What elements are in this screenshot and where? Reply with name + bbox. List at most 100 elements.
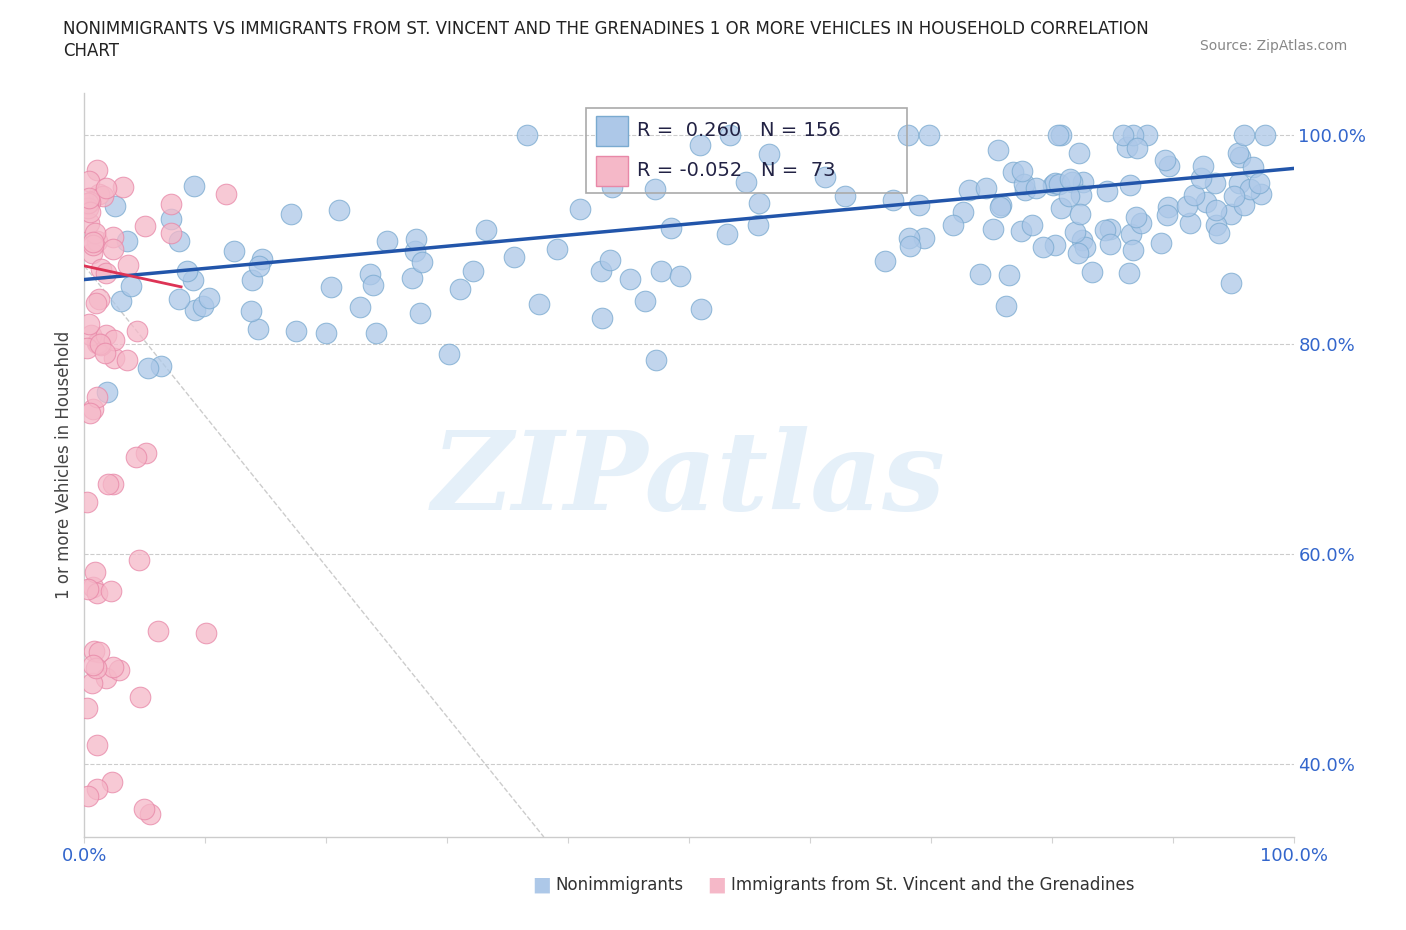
Point [404, 244, 426, 259]
Point [125, 449, 148, 464]
Point [1098, 221, 1121, 236]
Point [108, 663, 131, 678]
Point [873, 254, 896, 269]
Point [89, 644, 111, 659]
Point [315, 326, 337, 340]
Point [908, 198, 931, 213]
Point [1014, 183, 1036, 198]
Point [86, 737, 108, 752]
Point [87, 187, 110, 202]
Point [1150, 235, 1173, 250]
Point [80, 327, 103, 342]
Point [110, 294, 132, 309]
Point [103, 241, 125, 256]
Point [160, 226, 183, 241]
Point [650, 263, 672, 278]
Point [1194, 194, 1216, 209]
Point [1229, 150, 1251, 165]
Point [1239, 181, 1261, 196]
Point [97, 477, 120, 492]
Point [689, 138, 711, 153]
Point [1043, 238, 1066, 253]
Point [644, 181, 666, 196]
Point [1111, 127, 1133, 142]
Point [101, 659, 124, 674]
Point [87, 336, 110, 351]
Point [405, 232, 427, 246]
Point [1125, 140, 1147, 155]
Point [86, 585, 108, 600]
Point [981, 222, 1004, 237]
Point [82, 658, 104, 672]
Point [882, 193, 904, 207]
Point [79, 317, 101, 332]
Point [1064, 224, 1087, 239]
Point [716, 226, 738, 241]
Point [994, 299, 1017, 313]
Text: ZIPatlas: ZIPatlas [432, 426, 946, 534]
Point [1074, 239, 1097, 254]
Point [76, 700, 98, 715]
Point [1122, 127, 1144, 142]
Point [76, 494, 98, 509]
Point [96, 385, 118, 400]
Point [1222, 189, 1244, 204]
Point [82, 579, 104, 594]
Point [1010, 224, 1032, 239]
Point [1011, 164, 1033, 179]
Point [252, 252, 274, 267]
Point [1189, 171, 1212, 186]
Text: NONIMMIGRANTS VS IMMIGRANTS FROM ST. VINCENT AND THE GRENADINES 1 OR MORE VEHICL: NONIMMIGRANTS VS IMMIGRANTS FROM ST. VIN… [63, 20, 1149, 38]
Point [1046, 127, 1069, 142]
Point [1049, 127, 1071, 142]
Point [96, 265, 118, 280]
Point [349, 299, 371, 314]
Point [247, 321, 270, 336]
Point [328, 203, 350, 218]
Point [689, 301, 711, 316]
Point [1119, 227, 1142, 242]
Point [988, 200, 1011, 215]
Point [401, 271, 423, 286]
Point [1047, 177, 1070, 192]
Point [96, 671, 118, 685]
Point [84, 296, 107, 311]
Point [100, 775, 122, 790]
Text: Immigrants from St. Vincent and the Grenadines: Immigrants from St. Vincent and the Gren… [731, 876, 1135, 895]
Point [1042, 178, 1064, 193]
Text: CHART: CHART [63, 42, 120, 60]
Point [969, 266, 991, 281]
Point [82, 402, 104, 417]
Point [77, 195, 100, 210]
Point [599, 253, 621, 268]
Point [117, 234, 139, 249]
Point [319, 280, 342, 295]
Point [224, 244, 246, 259]
Point [101, 230, 124, 245]
Point [1219, 275, 1241, 290]
Point [79, 191, 101, 206]
Point [94, 345, 117, 360]
Point [84, 565, 107, 579]
Point [76, 581, 98, 596]
Point [1122, 243, 1144, 258]
Point [359, 267, 381, 282]
Point [1226, 146, 1249, 161]
Point [1250, 187, 1272, 202]
Point [898, 239, 921, 254]
Y-axis label: 1 or more Vehicles in Household: 1 or more Vehicles in Household [55, 331, 73, 599]
Point [1032, 240, 1054, 255]
Point [117, 352, 139, 367]
Point [96, 180, 118, 195]
Point [1050, 201, 1073, 216]
Point [897, 231, 920, 246]
Point [408, 306, 430, 321]
Point [1233, 198, 1256, 213]
Point [411, 254, 433, 269]
Point [747, 195, 769, 210]
Point [990, 197, 1012, 212]
Point [134, 802, 156, 817]
Point [103, 351, 125, 365]
Point [1220, 206, 1243, 221]
Point [169, 291, 191, 306]
